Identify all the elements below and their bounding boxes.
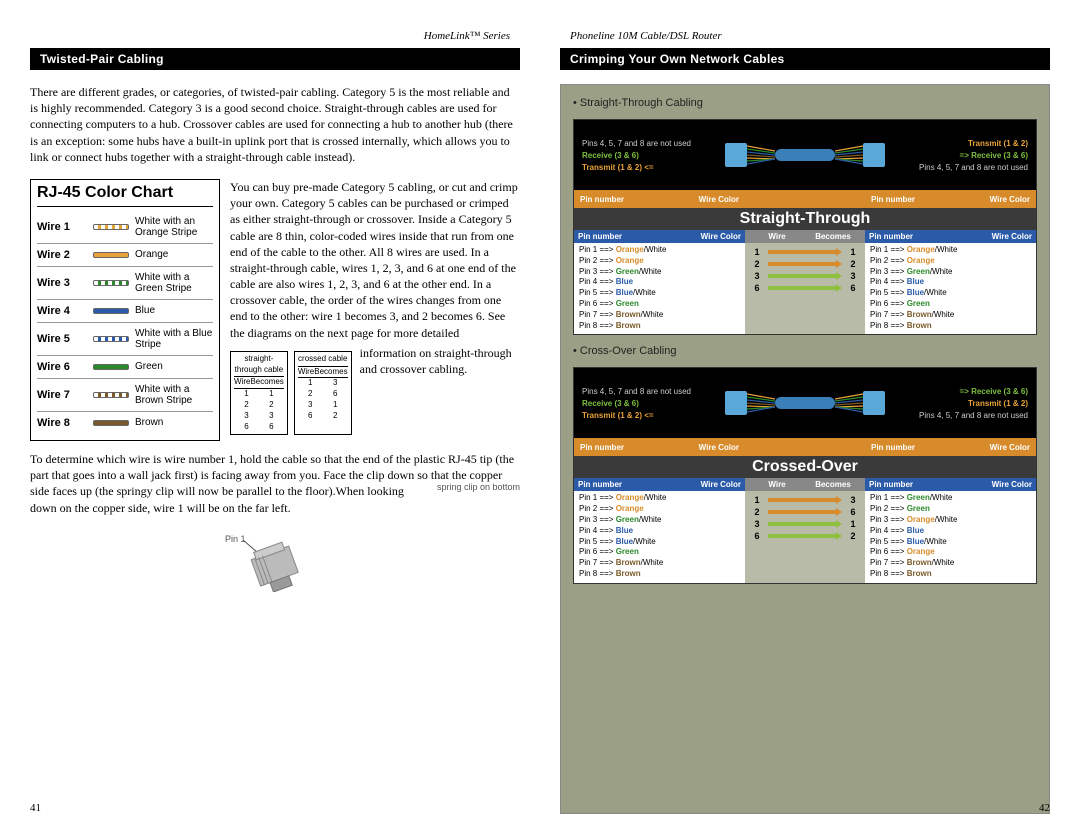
pin1-label: Pin 1: [225, 534, 246, 544]
page-number-left: 41: [30, 802, 41, 814]
side-paragraph-cont: information on straight-through and cros…: [360, 345, 520, 436]
wire-row: Wire 7White with a Brown Stripe: [37, 378, 213, 411]
page-number-right: 42: [1039, 802, 1050, 814]
page-spread: HomeLink™ Series Twisted-Pair Cabling Th…: [0, 0, 1080, 834]
chart-and-text-row: RJ-45 Color Chart Wire 1White with an Or…: [30, 179, 520, 441]
wire1-paragraph: To determine which wire is wire number 1…: [30, 451, 520, 516]
running-header-right: Phoneline 10M Cable/DSL Router: [560, 30, 1050, 42]
section-title-left: Twisted-Pair Cabling: [30, 48, 520, 70]
side-paragraph-col: You can buy pre-made Category 5 cabling,…: [230, 179, 520, 441]
wire-row: Wire 6Green: [37, 355, 213, 378]
running-header-left: HomeLink™ Series: [30, 30, 520, 42]
mini-tables: straight-through cableWireBecomes1122336…: [230, 351, 352, 436]
wire-row: Wire 3White with a Green Stripe: [37, 266, 213, 299]
straight-through-diagram: Pins 4, 5, 7 and 8 are not usedReceive (…: [573, 119, 1037, 335]
clip-label: spring clip on bottom: [410, 483, 520, 493]
crossover-label: • Cross-Over Cabling: [573, 345, 1037, 357]
chart-title: RJ-45 Color Chart: [37, 184, 213, 202]
crossover-diagram: Pins 4, 5, 7 and 8 are not usedReceive (…: [573, 367, 1037, 583]
mini-table: crossed cableWireBecomes13263162: [294, 351, 352, 436]
rj45-pin1-figure: Pin 1: [30, 522, 520, 592]
side-paragraph: You can buy pre-made Category 5 cabling,…: [230, 180, 518, 340]
wire-row: Wire 4Blue: [37, 299, 213, 322]
right-page: Phoneline 10M Cable/DSL Router Crimping …: [560, 30, 1050, 814]
rj45-chart-col: RJ-45 Color Chart Wire 1White with an Or…: [30, 179, 220, 441]
wire-row: Wire 2Orange: [37, 243, 213, 266]
left-page: HomeLink™ Series Twisted-Pair Cabling Th…: [30, 30, 520, 814]
wire-row: Wire 5White with a Blue Stripe: [37, 322, 213, 355]
straight-label: • Straight-Through Cabling: [573, 97, 1037, 109]
rj45-color-chart: RJ-45 Color Chart Wire 1White with an Or…: [30, 179, 220, 441]
wire-row: Wire 8Brown: [37, 411, 213, 434]
wire-row: Wire 1White with an Orange Stripe: [37, 211, 213, 243]
mini-table: straight-through cableWireBecomes1122336…: [230, 351, 288, 436]
diagrams-frame: • Straight-Through Cabling Pins 4, 5, 7 …: [560, 84, 1050, 814]
intro-paragraph: There are different grades, or categorie…: [30, 84, 520, 165]
section-title-right: Crimping Your Own Network Cables: [560, 48, 1050, 70]
